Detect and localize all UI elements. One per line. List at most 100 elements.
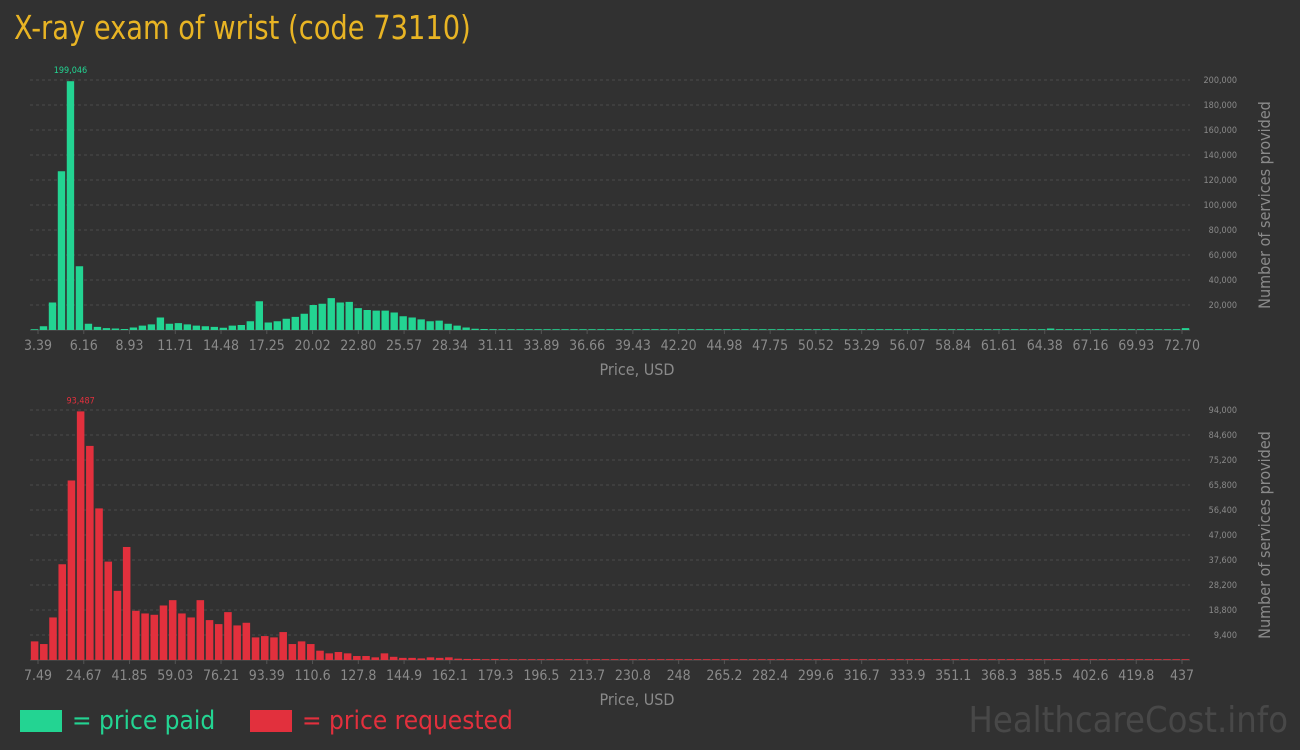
bar [141,613,149,660]
bar [702,659,711,660]
bar [903,329,911,330]
bar [951,659,960,660]
bar [318,303,326,330]
bar [104,561,113,660]
bar [615,329,623,330]
bar [363,310,371,330]
x-tick-label: 24.67 [66,668,102,684]
bar [196,600,205,660]
bar [552,329,560,330]
bar [629,659,637,660]
bar [914,659,923,660]
bar [1100,329,1109,330]
y-tick-label: 37,600 [1209,556,1237,566]
bar [948,329,956,330]
bar [669,329,677,330]
y-tick-label: 84,600 [1209,431,1237,441]
bar [867,329,875,330]
bar [343,653,352,660]
bar [877,659,886,660]
bar [537,659,545,660]
x-tick-label: 56.07 [889,338,925,354]
bar [362,656,370,660]
bar [592,659,600,660]
bar [345,301,353,330]
bar [57,171,66,330]
bar [974,329,983,330]
bar [1034,659,1042,660]
bar [1109,329,1118,330]
x-tick-label: 31.11 [478,338,514,354]
bar [75,266,84,330]
bar [624,329,632,330]
bar [804,659,812,660]
bar [1028,329,1037,330]
bar [279,632,287,660]
legend-label-requested: = price requested [302,706,513,736]
bar [111,328,120,330]
bar [95,508,103,660]
bar [527,659,536,660]
bar [86,445,94,660]
bar [300,313,308,330]
x-tick-label: 41.85 [111,668,147,684]
bar [786,329,794,330]
y-tick-label: 75,200 [1209,456,1237,466]
bar [795,329,803,330]
bar [489,329,497,330]
bar [831,329,839,330]
x-tick-label: 248 [667,668,691,684]
x-tick-label: 7.49 [24,668,52,684]
bar [660,329,668,330]
bar [768,329,776,330]
bar [113,590,122,660]
x-tick-label: 316.7 [844,668,880,684]
bar [921,329,929,330]
x-tick-label: 230.8 [615,668,651,684]
x-tick-label: 72.70 [1164,338,1200,354]
x-tick-label: 11.71 [157,338,193,354]
bar [546,659,554,660]
watermark: HealthcareCost.info [968,700,1288,741]
bar [219,327,228,330]
bar [399,316,407,330]
bar [201,326,210,330]
bar [979,659,987,660]
bar [574,659,582,660]
x-tick-label: 58.84 [935,338,971,354]
bar [750,329,758,330]
bar [264,322,272,330]
bar [147,324,156,330]
bar [983,329,992,330]
x-tick-label: 351.1 [935,668,971,684]
x-tick-label: 265.2 [706,668,742,684]
bar [354,308,362,330]
bar [39,326,48,330]
y-tick-label: 100,000 [1204,201,1237,211]
bar [325,653,333,660]
bar [334,652,343,660]
bar [1172,329,1181,330]
bar [282,318,290,330]
x-tick-label: 22.80 [340,338,376,354]
bar [1098,659,1107,660]
bar [638,659,646,660]
bar [748,659,757,660]
bar [876,329,884,330]
bar [371,657,380,660]
bar [122,546,131,660]
bar [822,659,831,660]
bar [610,659,619,660]
bar [251,637,260,660]
x-tick-label: 299.6 [798,668,834,684]
bar [463,658,472,660]
x-tick-label: 162.1 [432,668,468,684]
y-tick-label: 40,000 [1209,276,1237,286]
bar [291,316,299,330]
bar [316,650,324,660]
y-tick-label: 160,000 [1204,126,1237,136]
bar [48,302,57,330]
bar [813,659,821,660]
y-tick-label: 140,000 [1204,151,1237,161]
bar [507,329,515,330]
